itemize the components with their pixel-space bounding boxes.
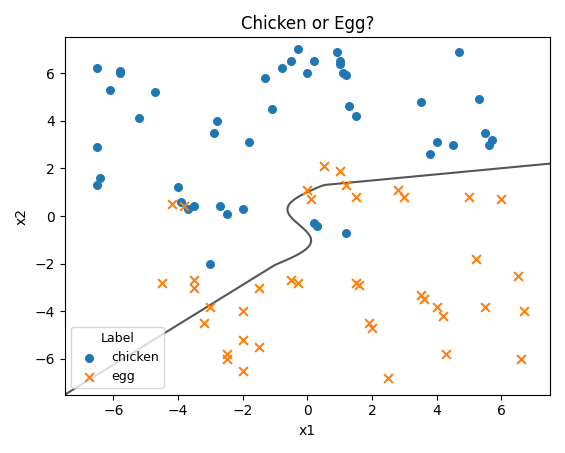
chicken xyxy=(206,260,215,267)
chicken xyxy=(481,129,490,136)
chicken xyxy=(134,115,144,122)
egg xyxy=(238,308,247,315)
chicken xyxy=(115,69,124,77)
egg xyxy=(513,272,522,279)
chicken xyxy=(93,182,102,189)
chicken xyxy=(332,48,341,55)
Legend: chicken, egg: chicken, egg xyxy=(71,327,164,389)
egg xyxy=(222,355,231,362)
chicken xyxy=(312,222,321,229)
chicken xyxy=(293,46,302,53)
chicken xyxy=(277,65,286,72)
egg xyxy=(190,277,199,284)
egg xyxy=(516,355,525,362)
chicken xyxy=(177,198,186,205)
chicken xyxy=(455,48,464,55)
egg xyxy=(497,196,506,203)
chicken xyxy=(96,174,105,182)
chicken xyxy=(487,136,496,144)
chicken xyxy=(432,139,441,146)
chicken xyxy=(310,220,319,227)
egg xyxy=(355,281,364,289)
chicken xyxy=(267,105,276,112)
egg xyxy=(464,193,473,201)
chicken xyxy=(310,58,319,65)
egg xyxy=(190,284,199,291)
chicken xyxy=(115,67,124,74)
chicken xyxy=(303,69,312,77)
Y-axis label: x2: x2 xyxy=(15,207,29,225)
chicken xyxy=(335,60,344,67)
chicken xyxy=(474,96,483,103)
chicken xyxy=(338,69,347,77)
egg xyxy=(368,324,377,332)
chicken xyxy=(245,139,254,146)
chicken xyxy=(426,150,435,158)
egg xyxy=(222,351,231,358)
chicken xyxy=(345,103,354,110)
egg xyxy=(393,186,402,193)
egg xyxy=(471,255,480,263)
egg xyxy=(293,279,302,286)
egg xyxy=(238,336,247,343)
egg xyxy=(481,303,490,310)
egg xyxy=(254,284,263,291)
chicken xyxy=(222,210,231,217)
egg xyxy=(400,193,409,201)
chicken xyxy=(190,203,199,210)
egg xyxy=(157,279,166,286)
egg xyxy=(199,320,208,327)
egg xyxy=(303,186,312,193)
egg xyxy=(364,320,373,327)
chicken xyxy=(416,98,425,105)
egg xyxy=(342,182,351,189)
egg xyxy=(439,313,448,320)
egg xyxy=(319,162,328,169)
chicken xyxy=(342,229,351,236)
chicken xyxy=(93,143,102,150)
chicken xyxy=(106,86,115,93)
chicken xyxy=(449,141,458,148)
egg xyxy=(416,291,425,298)
chicken xyxy=(212,117,221,124)
chicken xyxy=(238,205,247,212)
egg xyxy=(167,201,176,208)
egg xyxy=(238,367,247,375)
chicken xyxy=(351,112,360,120)
chicken xyxy=(151,88,160,96)
chicken xyxy=(484,141,493,148)
chicken xyxy=(173,184,182,191)
chicken xyxy=(342,72,351,79)
Title: Chicken or Egg?: Chicken or Egg? xyxy=(241,15,374,33)
egg xyxy=(419,296,428,303)
egg xyxy=(351,279,360,286)
chicken xyxy=(286,58,295,65)
egg xyxy=(442,351,451,358)
chicken xyxy=(209,129,218,136)
egg xyxy=(432,303,441,310)
chicken xyxy=(93,65,102,72)
egg xyxy=(335,167,344,174)
egg xyxy=(180,203,189,210)
egg xyxy=(254,343,263,351)
egg xyxy=(286,277,295,284)
chicken xyxy=(261,74,270,82)
egg xyxy=(351,193,360,201)
egg xyxy=(306,196,315,203)
chicken xyxy=(183,205,192,212)
chicken xyxy=(215,203,224,210)
egg xyxy=(520,308,529,315)
X-axis label: x1: x1 xyxy=(299,424,316,438)
egg xyxy=(384,375,393,382)
chicken xyxy=(335,58,344,65)
egg xyxy=(206,303,215,310)
